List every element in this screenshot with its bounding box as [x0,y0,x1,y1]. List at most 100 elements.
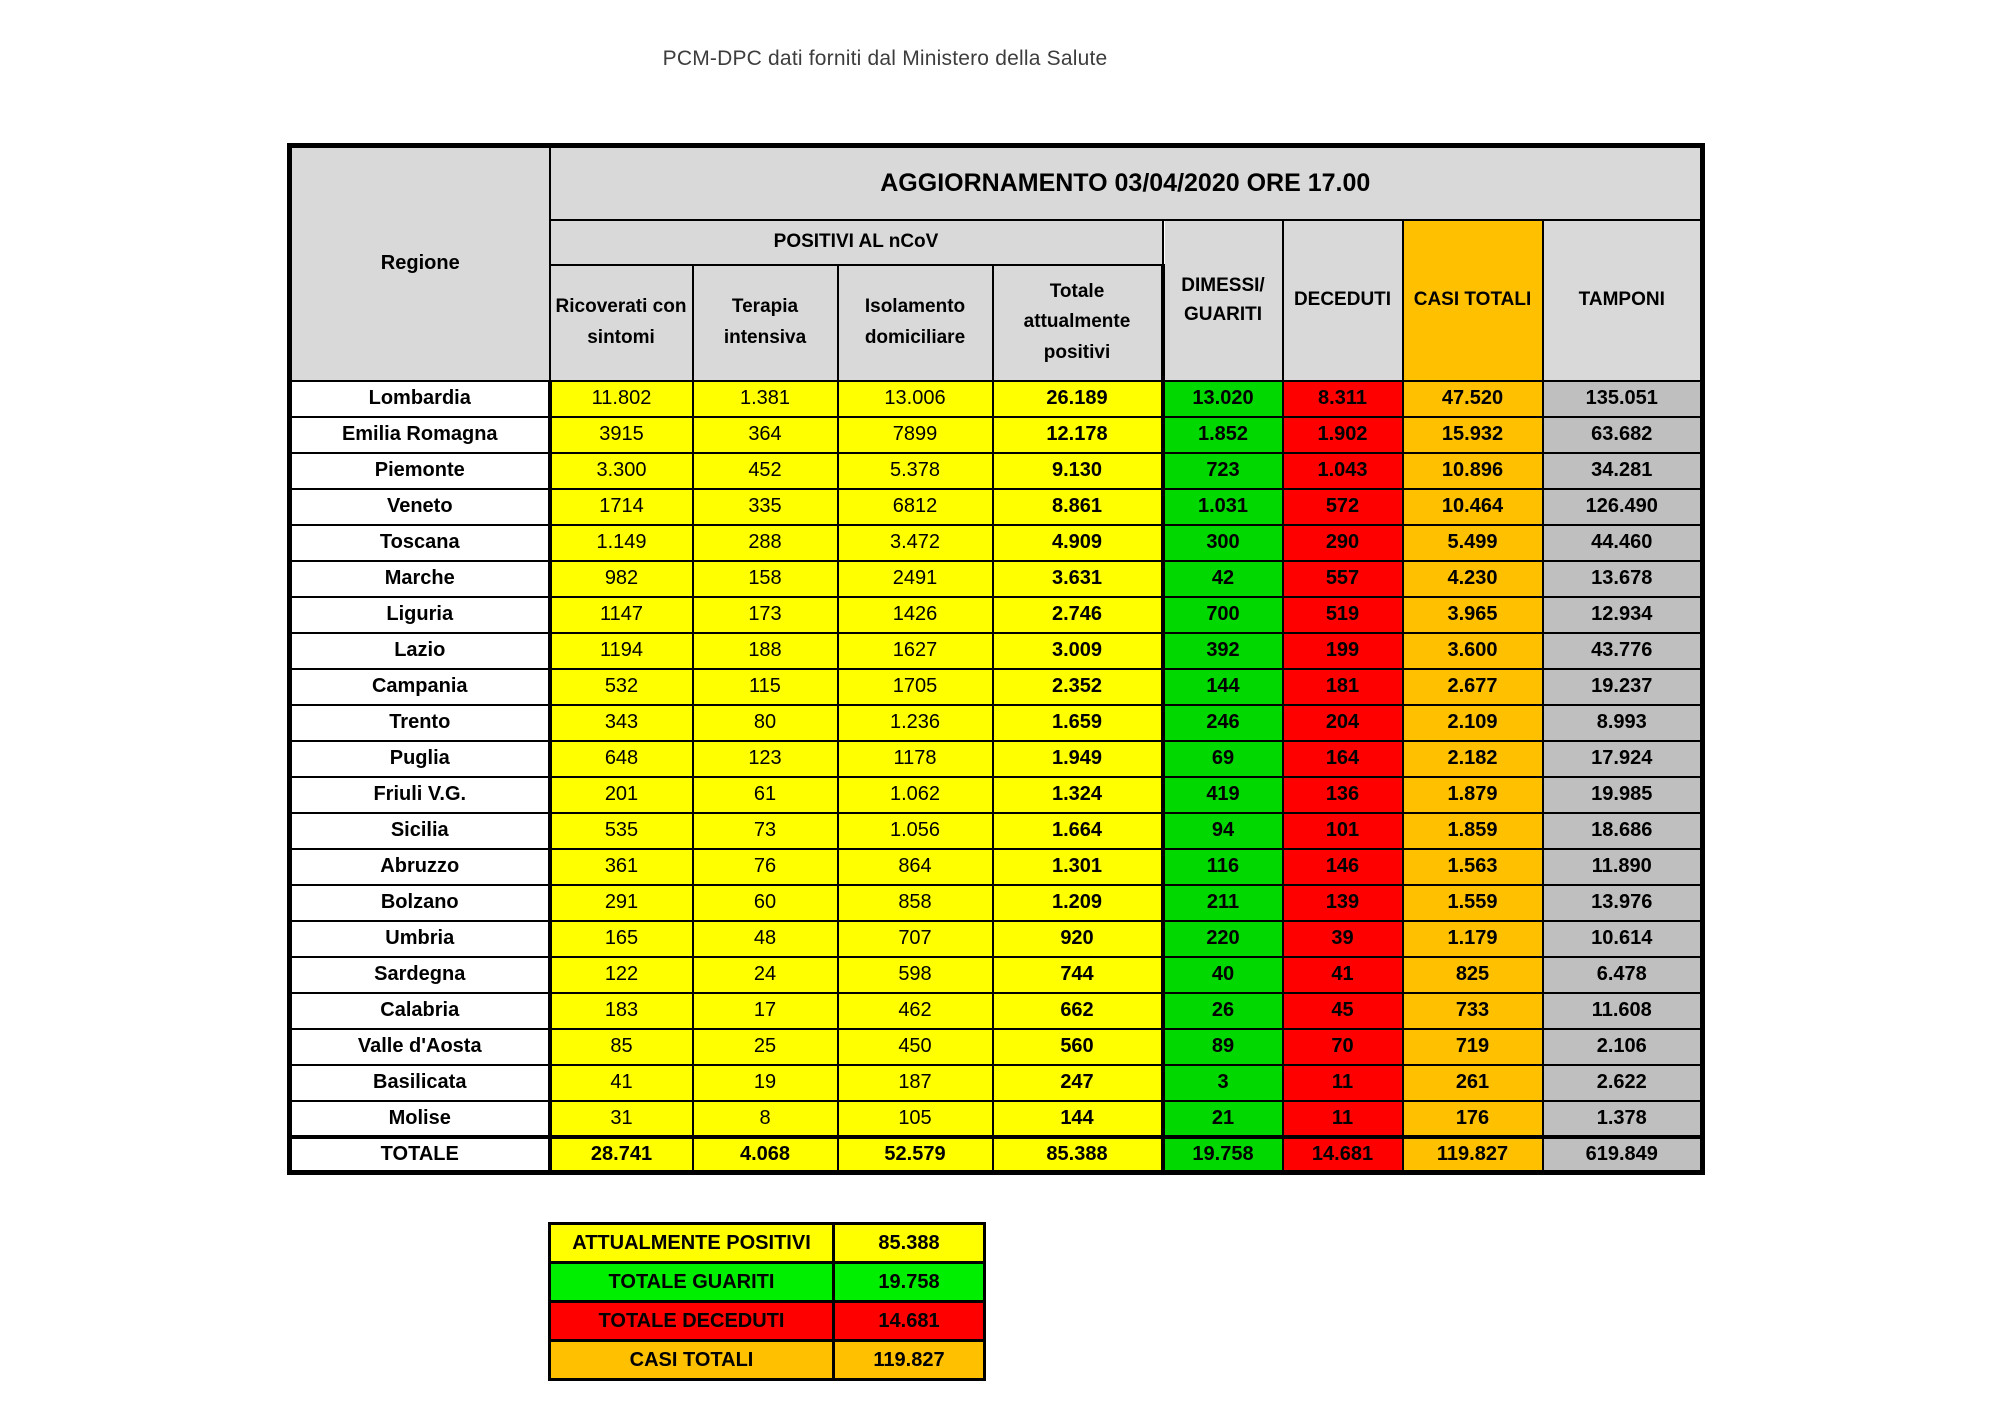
value-cell: 3.631 [991,559,1165,598]
column-header-deceduti: DECEDUTI [1281,218,1404,382]
value-cell: 1.381 [691,379,839,418]
value-cell: 1.236 [836,703,994,742]
summary-body: ATTUALMENTE POSITIVI 85.388 TOTALE GUARITI… [548,1222,986,1381]
value-cell: 34.281 [1541,451,1704,490]
summary-label: TOTALE GUARITI [548,1261,835,1303]
value-cell: 11.890 [1541,847,1704,886]
value-cell: 1714 [548,487,694,526]
value-cell: 116 [1161,847,1284,886]
table-row: Liguria 1147 173 1426 2.746 700 519 3.965 12.934 [288,595,1704,634]
region-cell: Abruzzo [288,847,552,886]
summary-label: TOTALE DECEDUTI [548,1300,835,1342]
table-header-positivi-group: POSITIVI AL nCoV [548,218,1164,266]
value-cell: 26.189 [991,379,1165,418]
value-cell: 1147 [548,595,694,634]
value-cell: 43.776 [1541,631,1704,670]
table-row: Bolzano 291 60 858 1.209 211 139 1.559 13.976 [288,883,1704,922]
value-cell: 4.909 [991,523,1165,562]
summary-label: ATTUALMENTE POSITIVI [548,1222,835,1264]
region-cell: TOTALE [288,1134,552,1174]
value-cell: 920 [991,919,1165,958]
page-title: PCM-DPC dati forniti dal Ministero della… [662,47,1108,70]
table-row: Molise 31 8 105 144 21 11 176 1.378 [288,1099,1704,1138]
value-cell: 17 [691,991,839,1030]
column-header-totale-positivi: Totale attualmente positivi [991,263,1165,382]
value-cell: 2.106 [1541,1027,1704,1066]
value-cell: 825 [1401,955,1544,994]
column-header-isolamento: Isolamento domiciliare [836,263,994,382]
value-cell: 9.130 [991,451,1165,490]
value-cell: 176 [1401,1099,1544,1138]
value-cell: 2.677 [1401,667,1544,706]
value-cell: 1194 [548,631,694,670]
value-cell: 122 [548,955,694,994]
summary-row: TOTALE DECEDUTI 14.681 [548,1300,986,1342]
value-cell: 11 [1281,1099,1404,1138]
region-cell: Trento [288,703,552,742]
value-cell: 76 [691,847,839,886]
value-cell: 1.062 [836,775,994,814]
value-cell: 73 [691,811,839,850]
table-row: Campania 532 115 1705 2.352 144 181 2.677 19.237 [288,667,1704,706]
value-cell: 8 [691,1099,839,1138]
value-cell: 12.934 [1541,595,1704,634]
region-cell: Toscana [288,523,552,562]
value-cell: 3 [1161,1063,1284,1102]
value-cell: 535 [548,811,694,850]
value-cell: 3.300 [548,451,694,490]
value-cell: 8.311 [1281,379,1404,418]
region-cell: Veneto [288,487,552,526]
value-cell: 3915 [548,415,694,454]
value-cell: 173 [691,595,839,634]
summary-value: 85.388 [832,1222,986,1264]
value-cell: 158 [691,559,839,598]
region-cell: Lombardia [288,379,552,418]
value-cell: 48 [691,919,839,958]
value-cell: 31 [548,1099,694,1138]
value-cell: 144 [1161,667,1284,706]
value-cell: 115 [691,667,839,706]
value-cell: 519 [1281,595,1404,634]
value-cell: 1.031 [1161,487,1284,526]
region-cell: Emilia Romagna [288,415,552,454]
main-table: Regione AGGIORNAMENTO 03/04/2020 ORE 17.… [287,143,1706,1175]
value-cell: 10.464 [1401,487,1544,526]
value-cell: 1.902 [1281,415,1404,454]
value-cell: 105 [836,1099,994,1138]
table-row: Sicilia 535 73 1.056 1.664 94 101 1.859 18.686 [288,811,1704,850]
value-cell: 4.068 [691,1134,839,1174]
value-cell: 1.949 [991,739,1165,778]
value-cell: 13.020 [1161,379,1284,418]
summary-row: CASI TOTALI 119.827 [548,1339,986,1381]
value-cell: 290 [1281,523,1404,562]
value-cell: 11 [1281,1063,1404,1102]
value-cell: 40 [1161,955,1284,994]
value-cell: 183 [548,991,694,1030]
value-cell: 3.600 [1401,631,1544,670]
summary-value: 19.758 [832,1261,986,1303]
value-cell: 572 [1281,487,1404,526]
value-cell: 6.478 [1541,955,1704,994]
value-cell: 21 [1161,1099,1284,1138]
value-cell: 1178 [836,739,994,778]
value-cell: 723 [1161,451,1284,490]
value-cell: 164 [1281,739,1404,778]
value-cell: 261 [1401,1063,1544,1102]
region-cell: Valle d'Aosta [288,1027,552,1066]
region-cell: Sicilia [288,811,552,850]
value-cell: 560 [991,1027,1165,1066]
value-cell: 1.301 [991,847,1165,886]
value-cell: 25 [691,1027,839,1066]
value-cell: 450 [836,1027,994,1066]
region-cell: Puglia [288,739,552,778]
value-cell: 201 [548,775,694,814]
value-cell: 2.746 [991,595,1165,634]
table-row: Emilia Romagna 3915 364 7899 12.178 1.852 1.90… [288,415,1704,454]
value-cell: 26 [1161,991,1284,1030]
summary-value: 14.681 [832,1300,986,1342]
value-cell: 139 [1281,883,1404,922]
value-cell: 1.879 [1401,775,1544,814]
table-row: Basilicata 41 19 187 247 3 11 261 2.622 [288,1063,1704,1102]
value-cell: 188 [691,631,839,670]
value-cell: 44.460 [1541,523,1704,562]
